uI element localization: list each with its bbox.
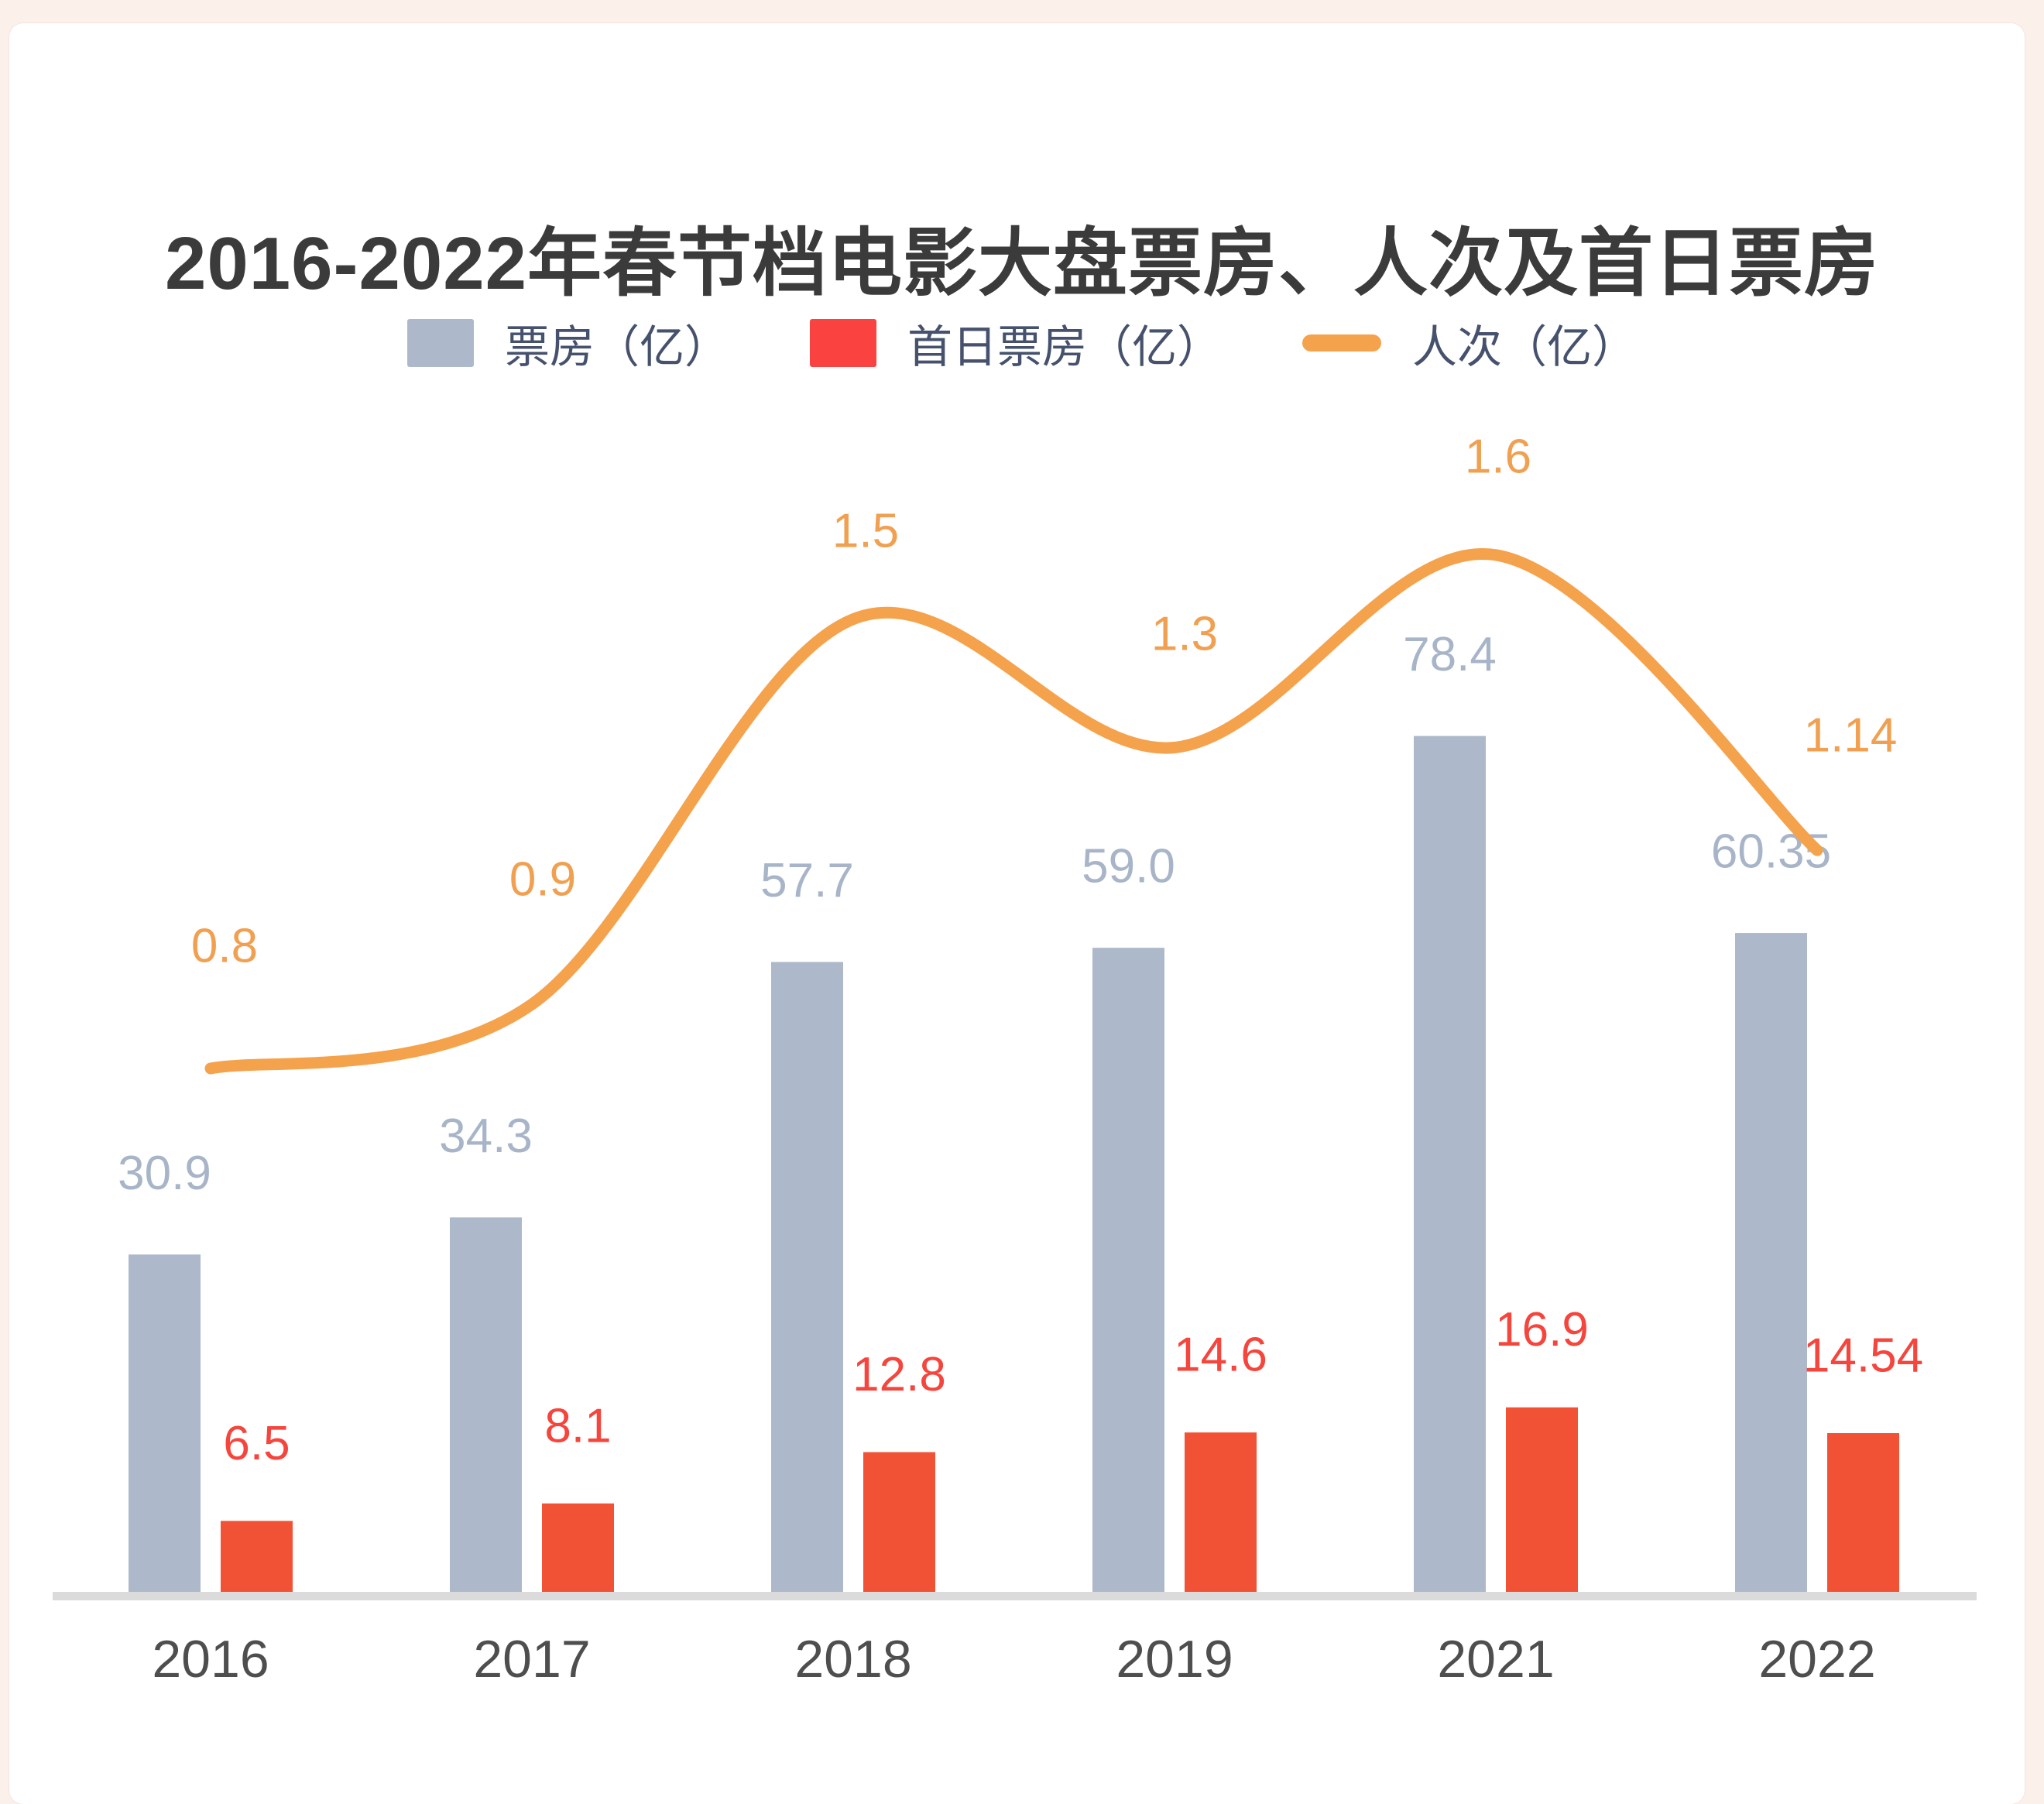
legend-item-firstday[interactable]: 首日票房（亿） [809, 310, 1222, 376]
firstday-bar-2016 [221, 1521, 293, 1592]
attendance-line-swatch-icon [1302, 334, 1381, 352]
boxoffice-value-label-2018: 57.7 [760, 854, 854, 907]
attendance-value-label-2019: 1.3 [1151, 608, 1218, 661]
firstday-bar-2017 [542, 1503, 614, 1592]
x-axis-label-2018: 2018 [794, 1630, 911, 1689]
page-background: { "page": { "background_color": "#fcf0ea… [0, 23, 2044, 1804]
attendance-value-label-2022: 1.14 [1804, 709, 1898, 763]
firstday-value-label-2016: 6.5 [223, 1417, 290, 1470]
firstday-swatch-icon [809, 319, 876, 367]
boxoffice-bar-2018 [771, 962, 843, 1592]
firstday-value-label-2018: 12.8 [852, 1348, 946, 1401]
firstday-value-label-2017: 8.1 [544, 1399, 611, 1452]
attendance-value-label-2017: 0.9 [509, 853, 576, 907]
x-axis-line [53, 1592, 1977, 1600]
x-axis-label-2016: 2016 [152, 1630, 269, 1689]
firstday-value-label-2021: 16.9 [1495, 1303, 1589, 1356]
firstday-value-label-2019: 14.6 [1174, 1329, 1267, 1382]
attendance-value-label-2018: 1.5 [832, 505, 899, 558]
firstday-bar-2021 [1506, 1407, 1578, 1592]
boxoffice-value-label-2021: 78.4 [1403, 628, 1497, 681]
x-axis-label-2022: 2022 [1758, 1630, 1875, 1689]
boxoffice-swatch-icon [406, 319, 474, 367]
boxoffice-bar-2016 [129, 1254, 201, 1592]
legend-label-attendance: 人次（亿） [1412, 322, 1638, 372]
legend-label-boxoffice: 票房（亿） [504, 322, 729, 372]
chart-canvas: 30.9 6.5 2016 34.3 8.1 2017 57.7 12.8 2018 59.0 14… [53, 430, 1977, 1689]
boxoffice-bar-2021 [1414, 736, 1486, 1592]
attendance-value-label-2021: 1.6 [1465, 430, 1531, 484]
attendance-value-label-2016: 0.8 [191, 920, 258, 973]
firstday-bar-2019 [1185, 1432, 1257, 1592]
legend: 票房（亿） 首日票房（亿） 人次（亿） [0, 308, 2044, 378]
boxoffice-bar-2019 [1092, 948, 1164, 1592]
legend-item-attendance[interactable]: 人次（亿） [1302, 310, 1637, 376]
legend-item-boxoffice[interactable]: 票房（亿） [406, 310, 729, 376]
chart-title: 2016-2022年春节档电影大盘票房、人次及首日票房 [164, 222, 1880, 306]
legend-label-firstday: 首日票房（亿） [907, 322, 1222, 372]
x-axis-label-2021: 2021 [1437, 1630, 1554, 1689]
boxoffice-value-label-2017: 34.3 [439, 1109, 533, 1163]
x-axis-label-2019: 2019 [1116, 1630, 1233, 1689]
firstday-value-label-2022: 14.54 [1803, 1329, 1923, 1382]
x-axis-label-2017: 2017 [473, 1630, 590, 1689]
chart-card [9, 23, 2025, 1804]
boxoffice-value-label-2016: 30.9 [118, 1147, 211, 1200]
boxoffice-value-label-2019: 59.0 [1082, 840, 1175, 893]
boxoffice-bar-2022 [1735, 933, 1807, 1592]
firstday-bar-2022 [1827, 1432, 1899, 1592]
boxoffice-bar-2017 [450, 1217, 522, 1592]
attendance-line [204, 547, 1823, 1075]
firstday-bar-2018 [863, 1452, 935, 1592]
